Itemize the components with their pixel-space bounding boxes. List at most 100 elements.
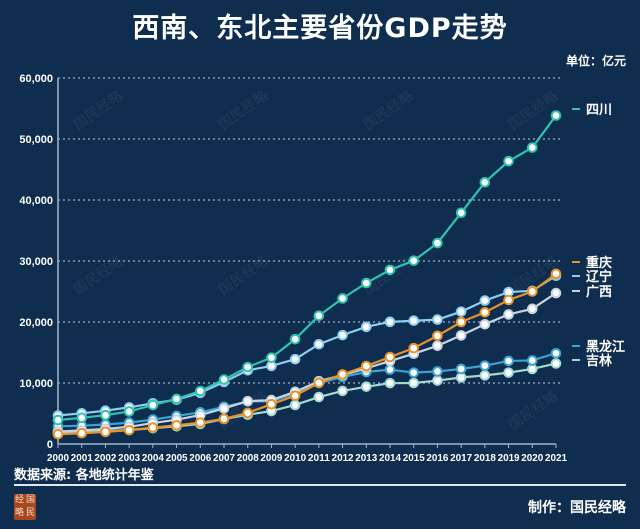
divider	[14, 484, 626, 486]
x-tick-label: 2015	[403, 452, 425, 464]
data-point	[479, 360, 491, 371]
logo-char: 略	[14, 508, 24, 518]
data-point	[218, 403, 230, 414]
chart-title: 西南、东北主要省份GDP走势	[132, 13, 508, 44]
data-point	[479, 318, 491, 330]
data-point	[313, 338, 325, 350]
logo: 经 国 略 民	[14, 494, 36, 520]
x-tick-label: 2001	[71, 452, 93, 464]
unit-label: 单位：亿元	[565, 54, 626, 68]
data-point	[432, 366, 443, 377]
x-tick-label: 2008	[237, 452, 259, 464]
y-tick-label: 20,000	[19, 317, 53, 329]
data-point	[432, 340, 443, 352]
data-point	[503, 367, 514, 378]
x-tick-label: 2011	[308, 452, 330, 464]
y-tick-label: 0	[47, 439, 53, 451]
data-point	[313, 377, 325, 389]
x-tick-label: 2005	[166, 452, 188, 464]
data-point	[384, 316, 396, 328]
y-tick-label: 30,000	[19, 256, 53, 268]
x-tick-label: 2012	[332, 452, 354, 464]
data-point	[147, 422, 159, 433]
y-tick-label: 10,000	[19, 378, 53, 390]
data-point	[550, 110, 562, 121]
data-point	[455, 372, 467, 383]
series-line-辽宁	[57, 274, 557, 417]
data-point	[360, 321, 372, 333]
data-point	[218, 374, 230, 385]
data-point	[242, 407, 254, 419]
data-point	[408, 255, 420, 266]
data-point	[384, 264, 396, 276]
x-tick-label: 2018	[474, 452, 496, 464]
data-point	[289, 353, 301, 365]
data-point	[526, 286, 538, 297]
data-point	[455, 316, 467, 328]
data-source: 数据来源: 各地统计年鉴	[14, 468, 154, 483]
data-point	[479, 176, 491, 188]
series-line-四川	[57, 114, 557, 422]
data-point	[194, 417, 206, 428]
legend-label: 黑龙江	[586, 339, 625, 355]
data-point	[455, 207, 467, 219]
x-tick-label: 2009	[260, 452, 282, 464]
y-tick-label: 60,000	[19, 73, 53, 85]
data-point	[526, 142, 538, 153]
data-point	[266, 398, 277, 410]
data-point	[52, 428, 64, 440]
data-point	[171, 393, 182, 405]
legend-label: 重庆	[586, 255, 612, 271]
data-point	[289, 333, 301, 345]
legend-label: 辽宁	[586, 269, 612, 285]
x-tick-label: 2002	[94, 452, 116, 464]
data-point	[313, 391, 325, 403]
data-point	[455, 306, 467, 317]
x-tick-label: 2019	[498, 452, 520, 464]
legend-label: 广西	[586, 284, 612, 300]
data-point	[360, 381, 372, 392]
data-point	[408, 315, 420, 327]
x-tick-label: 2016	[426, 452, 448, 464]
data-point	[408, 377, 420, 389]
x-tick-label: 2017	[450, 452, 472, 464]
data-point	[337, 293, 348, 304]
data-point	[550, 347, 562, 359]
x-tick-label: 2013	[355, 452, 377, 464]
data-point	[550, 287, 562, 299]
y-tick-label: 40,000	[19, 195, 53, 207]
data-point	[266, 352, 277, 363]
data-point	[503, 355, 514, 367]
data-point	[479, 307, 491, 318]
data-point	[550, 358, 562, 369]
data-point	[408, 367, 420, 378]
data-point	[479, 370, 491, 381]
x-tick-label: 2006	[189, 452, 211, 464]
data-point	[147, 399, 159, 411]
x-tick-label: 2020	[521, 452, 543, 464]
logo-char: 经	[14, 495, 24, 505]
data-point	[337, 329, 348, 341]
data-point	[100, 426, 111, 438]
data-point	[289, 399, 301, 411]
data-point	[526, 363, 538, 375]
data-point	[503, 294, 514, 306]
data-point	[360, 277, 372, 289]
data-point	[526, 355, 538, 366]
x-tick-label: 2021	[545, 452, 567, 464]
legend-label: 吉林	[586, 353, 612, 369]
data-point	[384, 377, 396, 389]
data-point	[194, 385, 206, 397]
data-point	[76, 427, 88, 439]
logo-char: 国	[25, 495, 35, 505]
data-point	[171, 419, 182, 431]
data-point	[360, 360, 372, 372]
data-point	[503, 155, 514, 167]
x-tick-label: 2010	[284, 452, 306, 464]
x-tick-label: 2000	[47, 452, 69, 464]
x-tick-label: 2014	[379, 452, 401, 464]
data-point	[455, 363, 467, 375]
data-point	[432, 375, 443, 386]
data-point	[76, 412, 88, 424]
y-tick-label: 50,000	[19, 134, 53, 146]
